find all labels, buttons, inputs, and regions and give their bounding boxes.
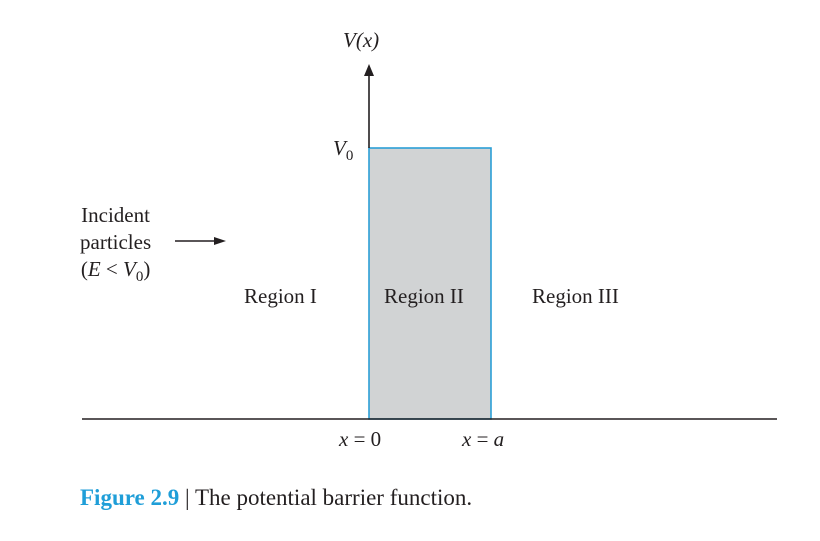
region-2-label: Region II bbox=[384, 284, 464, 308]
x0-eq: = bbox=[348, 427, 371, 451]
incident-energy-symbol: E bbox=[87, 257, 101, 281]
incident-v-symbol: V bbox=[122, 257, 136, 281]
x-equals-zero-label: x = 0 bbox=[339, 429, 381, 450]
axis-label-vx: V(x) bbox=[343, 28, 380, 52]
region-1-label: Region I bbox=[244, 284, 317, 308]
x0-val: 0 bbox=[370, 427, 382, 451]
caption-figure-number: Figure 2.9 bbox=[80, 485, 180, 510]
incident-less-than: < bbox=[100, 257, 123, 281]
v0-symbol: V bbox=[333, 136, 346, 160]
figure-caption: Figure 2.9 | The potential barrier funct… bbox=[80, 486, 472, 509]
incident-v-subscript: 0 bbox=[135, 269, 144, 285]
incident-particles-label: Incident particles (E < V0) bbox=[80, 202, 151, 286]
potential-barrier bbox=[368, 147, 492, 420]
incident-paren-close: ) bbox=[143, 257, 151, 281]
x-equals-a-label: x = a bbox=[462, 429, 504, 450]
v0-level-label: V0 bbox=[333, 136, 353, 164]
caption-text: The potential barrier function. bbox=[194, 485, 473, 510]
incident-paren-open: ( bbox=[80, 257, 88, 281]
incident-arrow-icon bbox=[214, 237, 226, 245]
incident-line-2: particles bbox=[80, 230, 152, 254]
xa-val: a bbox=[493, 427, 505, 451]
xa-var: x bbox=[462, 427, 472, 451]
region-3-label: Region III bbox=[532, 284, 619, 308]
vertical-axis-arrowhead bbox=[364, 64, 374, 76]
v0-subscript: 0 bbox=[345, 148, 354, 164]
incident-line-3: (E < V0) bbox=[80, 256, 151, 286]
x0-var: x bbox=[339, 427, 349, 451]
incident-line-1: Incident bbox=[81, 203, 150, 227]
xa-eq: = bbox=[471, 427, 494, 451]
caption-separator: | bbox=[179, 485, 195, 510]
